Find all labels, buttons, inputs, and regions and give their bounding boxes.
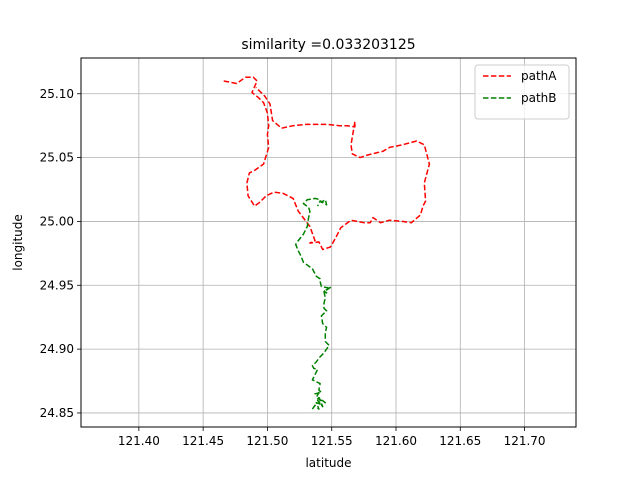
- x-tick-label: 121.45: [182, 434, 224, 448]
- x-tick-label: 121.40: [118, 434, 160, 448]
- legend: pathA pathB: [474, 64, 570, 120]
- x-tick-label: 121.65: [439, 434, 481, 448]
- legend-box: [474, 64, 570, 120]
- series-line-pathA: [223, 76, 431, 251]
- x-tick-label: 121.50: [246, 434, 288, 448]
- y-axis: 24.85 24.90 24.95 25.00 25.05 25.10: [40, 87, 81, 420]
- x-tick-label: 121.60: [375, 434, 417, 448]
- legend-label-pathB: pathB: [521, 91, 557, 105]
- x-axis: 121.40 121.45 121.50 121.55 121.60 121.65 121.…: [118, 427, 546, 448]
- x-tick-label: 121.55: [311, 434, 353, 448]
- chart-title: similarity =0.033203125: [241, 37, 415, 53]
- y-axis-label: longitude: [11, 214, 25, 271]
- y-tick-label: 24.95: [40, 278, 74, 292]
- y-tick-label: 25.00: [40, 214, 74, 228]
- y-tick-label: 24.90: [40, 342, 74, 356]
- y-tick-label: 25.05: [40, 151, 74, 165]
- x-axis-label: latitude: [305, 456, 351, 470]
- legend-label-pathA: pathA: [521, 69, 557, 83]
- series-line-pathB: [294, 197, 333, 410]
- y-tick-label: 24.85: [40, 406, 74, 420]
- plot-series: [223, 76, 431, 410]
- y-tick-label: 25.10: [40, 87, 74, 101]
- plot-frame: [80, 57, 577, 428]
- x-tick-label: 121.70: [504, 434, 546, 448]
